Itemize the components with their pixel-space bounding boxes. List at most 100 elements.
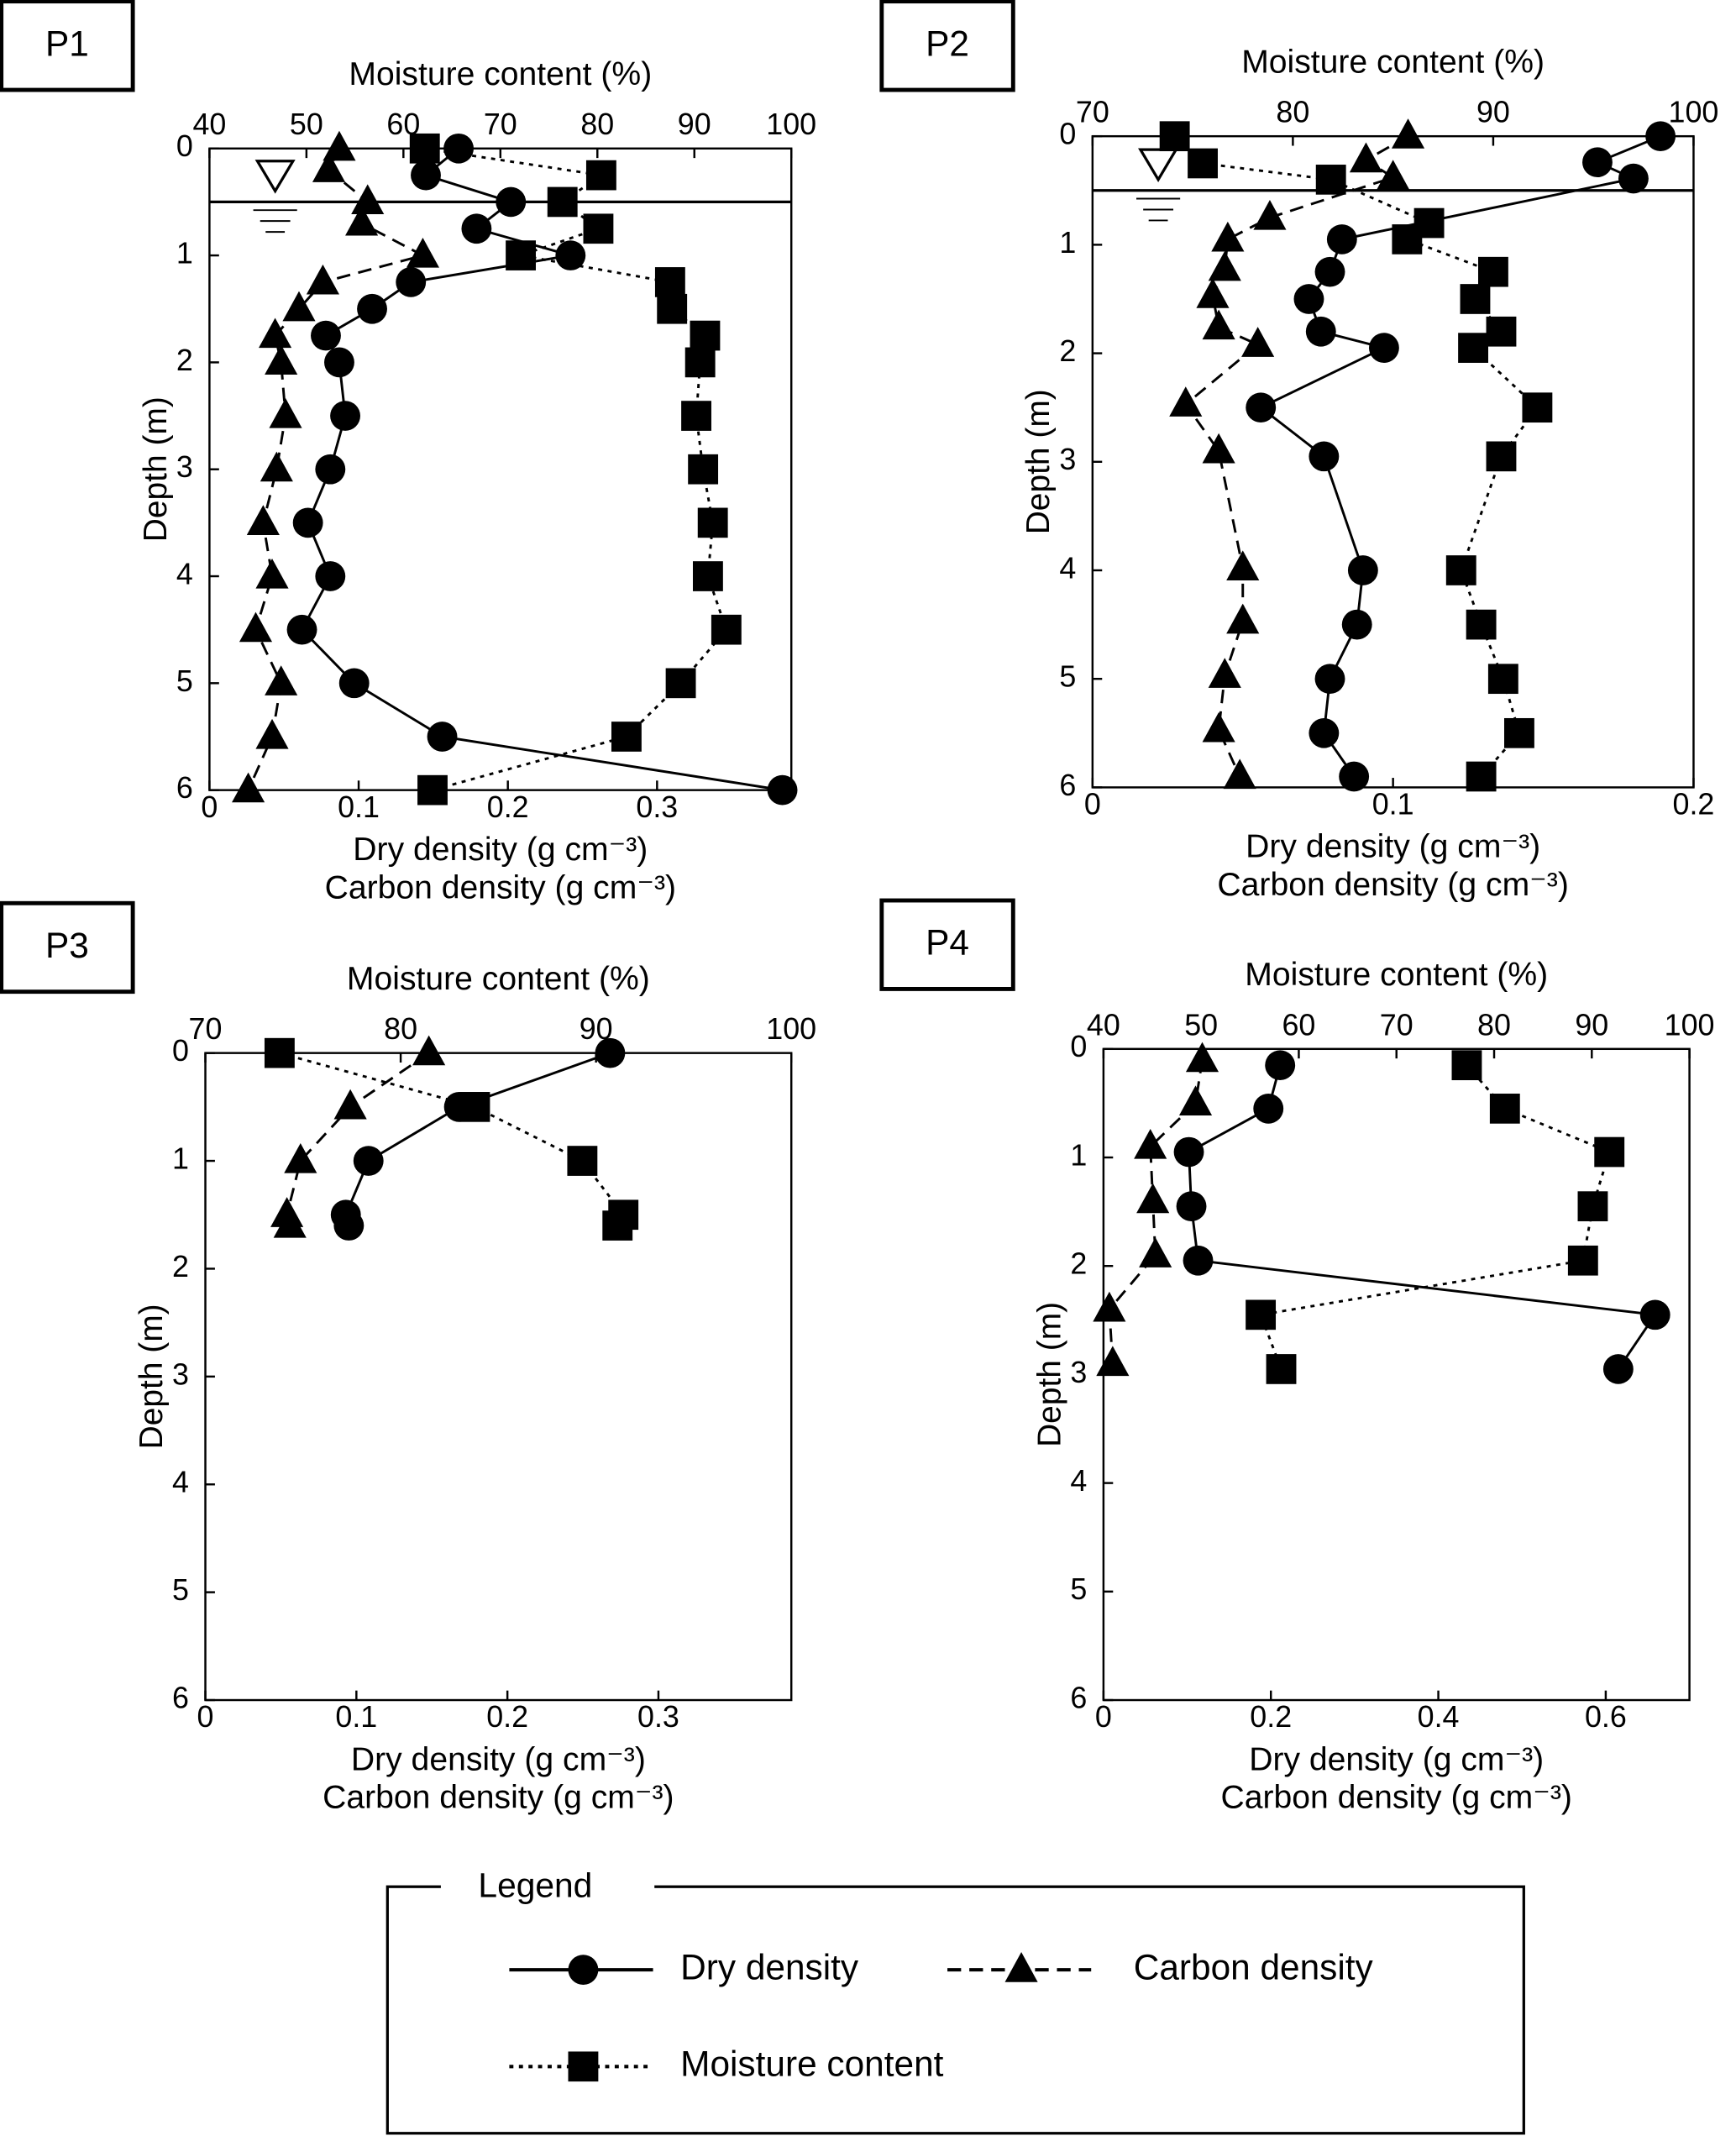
marker-circle: [427, 722, 458, 752]
marker-square: [657, 293, 688, 324]
marker-triangle: [1208, 658, 1241, 688]
series-line: [344, 1052, 611, 1226]
marker-square: [1577, 1191, 1608, 1221]
y-tick-label: 5: [1070, 1572, 1087, 1606]
marker-triangle: [333, 1089, 367, 1120]
marker-square: [697, 507, 728, 538]
marker-circle: [292, 507, 323, 538]
marker-circle: [411, 160, 441, 191]
x2-axis-title: Moisture content (%): [1241, 45, 1545, 81]
marker-circle: [1265, 1050, 1296, 1081]
panel-title: P1: [45, 24, 89, 63]
x2-tick-label: 100: [766, 1012, 816, 1046]
x-tick-label: 0.1: [1372, 788, 1414, 821]
legend-marker: [1004, 1952, 1038, 1982]
marker-circle: [333, 1210, 365, 1241]
marker-square: [1460, 284, 1491, 314]
x-tick-label: 0: [1095, 1700, 1112, 1734]
marker-triangle: [312, 152, 346, 182]
panel-title: P2: [926, 24, 969, 63]
y-axis-title: Depth (m): [1020, 389, 1057, 534]
x-axis-title: Dry density (g cm⁻³): [1246, 829, 1540, 865]
marker-square: [1486, 441, 1517, 472]
marker-circle: [1253, 1094, 1284, 1124]
marker-square: [1159, 121, 1190, 152]
marker-circle: [1341, 609, 1372, 640]
marker-triangle: [265, 665, 298, 695]
marker-triangle: [282, 291, 316, 322]
legend-label: Moisture content: [680, 2044, 944, 2084]
marker-triangle: [412, 1035, 446, 1066]
y-tick-label: 4: [1070, 1464, 1087, 1498]
y-tick-label: 3: [1059, 443, 1076, 476]
marker-square: [1445, 555, 1476, 585]
series-line: [1259, 1064, 1612, 1370]
marker-circle: [338, 668, 370, 699]
x-axis-title-2: Carbon density (g cm⁻³): [1217, 867, 1568, 903]
x2-tick-label: 70: [1076, 96, 1109, 129]
marker-triangle: [1134, 1128, 1167, 1159]
marker-triangle: [1391, 118, 1425, 149]
x-tick-label: 0.1: [338, 790, 380, 824]
x2-axis-title: Moisture content (%): [1245, 957, 1548, 993]
marker-triangle: [1093, 1291, 1126, 1322]
marker-triangle: [1178, 1085, 1213, 1115]
x2-tick-label: 70: [484, 108, 517, 141]
y-tick-label: 2: [1070, 1247, 1087, 1281]
x-tick-label: 0.1: [335, 1700, 377, 1734]
y-tick-label: 0: [172, 1034, 189, 1068]
marker-triangle: [269, 397, 302, 428]
marker-triangle: [1139, 1237, 1172, 1267]
marker-triangle: [1349, 142, 1383, 173]
y-axis-title: Depth (m): [138, 396, 174, 542]
x2-axis-title: Moisture content (%): [349, 56, 652, 92]
x-axis-title-2: Carbon density (g cm⁻³): [1221, 1780, 1572, 1816]
marker-circle: [1368, 333, 1399, 363]
marker-triangle: [1185, 1042, 1219, 1073]
marker-square: [690, 320, 721, 351]
marker-circle: [1645, 121, 1676, 152]
marker-square: [665, 668, 696, 699]
x-axis-title-2: Carbon density (g cm⁻³): [323, 1780, 674, 1816]
marker-triangle: [1241, 327, 1275, 357]
marker-triangle: [255, 718, 289, 749]
x-tick-label: 0.6: [1585, 1700, 1627, 1734]
title-box: [0, 0, 135, 92]
y-tick-label: 5: [1059, 660, 1076, 694]
legend-label: Dry density: [680, 1947, 859, 1986]
y-tick-label: 0: [176, 129, 193, 163]
x-tick-label: 0.3: [637, 1700, 679, 1734]
y-tick-label: 1: [1070, 1139, 1087, 1173]
marker-circle: [443, 133, 475, 164]
marker-circle: [330, 401, 360, 431]
marker-square: [1451, 1050, 1482, 1081]
marker-square: [459, 1092, 490, 1122]
x-tick-label: 0.2: [1673, 788, 1715, 821]
marker-square: [585, 160, 616, 191]
y-tick-label: 4: [176, 558, 193, 591]
marker-square: [1466, 609, 1497, 640]
x-axis-title: Dry density (g cm⁻³): [353, 832, 648, 868]
marker-triangle: [1377, 160, 1410, 190]
marker-square: [602, 1210, 633, 1241]
marker-triangle: [1226, 603, 1260, 634]
marker-square: [1266, 1354, 1297, 1384]
x-tick-label: 0.2: [487, 790, 529, 824]
plot-frame: [204, 1052, 793, 1702]
title-box: [879, 0, 1015, 92]
x2-tick-label: 90: [678, 108, 711, 141]
marker-triangle: [1096, 1346, 1130, 1377]
x2-tick-label: 90: [1476, 96, 1510, 129]
marker-circle: [1176, 1191, 1207, 1221]
marker-triangle: [1211, 221, 1245, 252]
legend-title-gap: [440, 1869, 655, 1905]
marker-triangle: [1202, 309, 1235, 340]
marker-triangle: [246, 505, 280, 535]
y-tick-label: 6: [1059, 769, 1076, 802]
x2-tick-label: 40: [192, 108, 226, 141]
marker-circle: [1314, 256, 1345, 287]
marker-circle: [315, 454, 346, 485]
title-box: [879, 898, 1015, 991]
